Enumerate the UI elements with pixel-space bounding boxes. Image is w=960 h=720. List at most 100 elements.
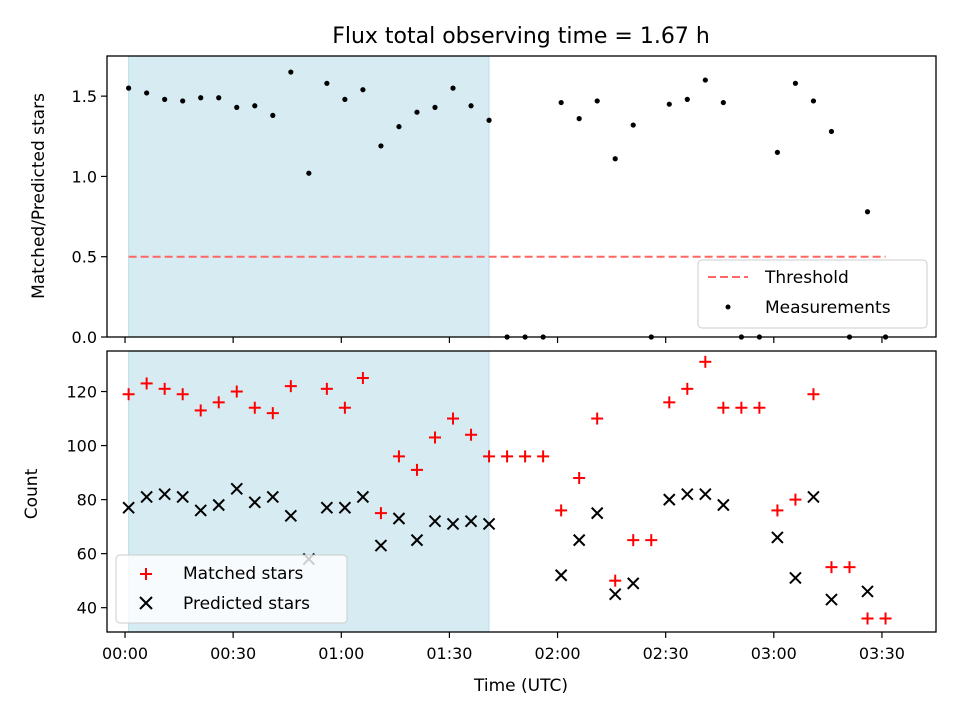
legend-measurements-swatch: [725, 304, 731, 310]
bottom-y-tick-label: 80: [77, 491, 97, 510]
measurement-point: [576, 116, 582, 122]
matched-star-point: [825, 561, 838, 574]
matched-star-point: [537, 450, 550, 463]
matched-star-point: [591, 412, 604, 425]
predicted-star-point: [717, 498, 730, 512]
measurement-point: [414, 109, 420, 115]
predicted-star-point: [392, 512, 406, 525]
bottom-y-tick-label: 40: [77, 599, 97, 618]
predicted-star-point: [338, 501, 352, 514]
top-y-tick-label: 0.5: [72, 248, 97, 267]
bottom-legend: Matched stars Predicted stars: [115, 554, 348, 624]
predicted-star-point: [356, 490, 370, 504]
measurement-point: [216, 95, 222, 101]
predicted-star-point: [825, 593, 838, 606]
matched-star-point: [176, 388, 189, 401]
measurement-point: [252, 103, 258, 109]
matched-star-point: [573, 471, 586, 484]
predicted-star-point: [771, 531, 784, 544]
predicted-star-point: [482, 517, 496, 531]
measurement-point: [432, 104, 438, 110]
matched-star-point: [392, 450, 405, 463]
bottom-y-tick-label: 60: [77, 545, 97, 564]
matched-star-point: [627, 534, 640, 547]
matched-stars-points: [122, 355, 892, 625]
predicted-star-point: [158, 487, 171, 501]
legend-measurements-label: Measurements: [765, 298, 891, 318]
measurement-point: [162, 96, 168, 102]
matched-star-point: [735, 401, 748, 414]
matched-star-point: [428, 431, 441, 444]
measurement-point: [864, 209, 871, 215]
measurement-point: [324, 80, 330, 86]
legend-predicted-swatch: [139, 596, 153, 610]
legend-matched-swatch: [140, 568, 152, 580]
top-shaded-region: [128, 55, 490, 338]
matched-star-point: [122, 388, 135, 401]
predicted-star-point: [410, 533, 424, 547]
matched-star-point: [212, 396, 225, 409]
x-tick-label: 03:30: [859, 644, 905, 663]
top-x-ticks: [124, 337, 883, 343]
measurement-point: [828, 128, 835, 135]
legend-predicted-label: Predicted stars: [183, 594, 310, 614]
matched-star-point: [374, 507, 387, 520]
top-y-tick-label: 0.0: [72, 328, 97, 347]
predicted-star-point: [681, 487, 694, 501]
top-panel: Flux total observing time = 1.67 h 0.00.…: [29, 24, 937, 347]
matched-star-point: [519, 450, 532, 463]
legend-threshold-label: Threshold: [764, 268, 849, 288]
predicted-star-point: [320, 501, 334, 514]
measurement-point: [396, 124, 402, 130]
matched-star-point: [843, 561, 856, 574]
matched-star-point: [194, 404, 207, 417]
measurement-point: [558, 99, 564, 106]
x-tick-label: 01:30: [426, 644, 472, 663]
measurement-point: [684, 96, 690, 102]
x-tick-label: 02:00: [534, 644, 580, 663]
measurement-point: [612, 156, 618, 162]
matched-star-point: [248, 401, 261, 414]
predicted-star-point: [590, 506, 604, 520]
predicted-star-point: [609, 587, 622, 601]
predicted-star-point: [248, 496, 261, 509]
matched-star-point: [284, 380, 297, 393]
predicted-star-point: [176, 490, 189, 504]
top-measurement-points: [126, 69, 889, 340]
predicted-star-point: [572, 533, 586, 547]
predicted-star-point: [374, 539, 388, 552]
x-tick-label: 01:00: [318, 644, 364, 663]
measurement-point: [126, 85, 132, 91]
predicted-star-point: [266, 490, 280, 504]
measurement-point: [234, 104, 240, 110]
matched-star-point: [879, 612, 892, 625]
matched-star-point: [609, 574, 622, 587]
measurement-point: [288, 69, 294, 75]
bottom-panel: 40 60 80 100 120 00:00 00:30 01:00 01:30 02:00 02…: [22, 350, 937, 696]
predicted-star-point: [230, 482, 243, 496]
predicted-star-point: [807, 490, 820, 504]
predicted-star-point: [699, 487, 712, 501]
measurement-point: [792, 80, 799, 86]
matched-star-point: [320, 382, 333, 395]
top-y-tick-label: 1.0: [72, 167, 97, 186]
predicted-star-point: [789, 571, 802, 585]
x-tick-label: 00:30: [210, 644, 256, 663]
x-axis-label: Time (UTC): [473, 676, 568, 696]
predicted-star-point: [284, 509, 298, 523]
matched-star-point: [807, 388, 820, 401]
matched-star-point: [501, 450, 514, 463]
measurement-point: [666, 101, 672, 107]
measurement-point: [180, 98, 186, 104]
measurement-point: [810, 98, 817, 104]
measurement-point: [468, 103, 474, 109]
matched-star-point: [356, 372, 369, 385]
measurement-point: [774, 149, 781, 155]
measurement-point: [198, 95, 204, 101]
bottom-y-tick-label: 120: [66, 383, 97, 402]
predicted-star-point: [627, 577, 640, 590]
x-tick-label: 02:30: [643, 644, 689, 663]
bottom-axes-frame: [106, 350, 937, 633]
matched-star-point: [410, 463, 423, 476]
